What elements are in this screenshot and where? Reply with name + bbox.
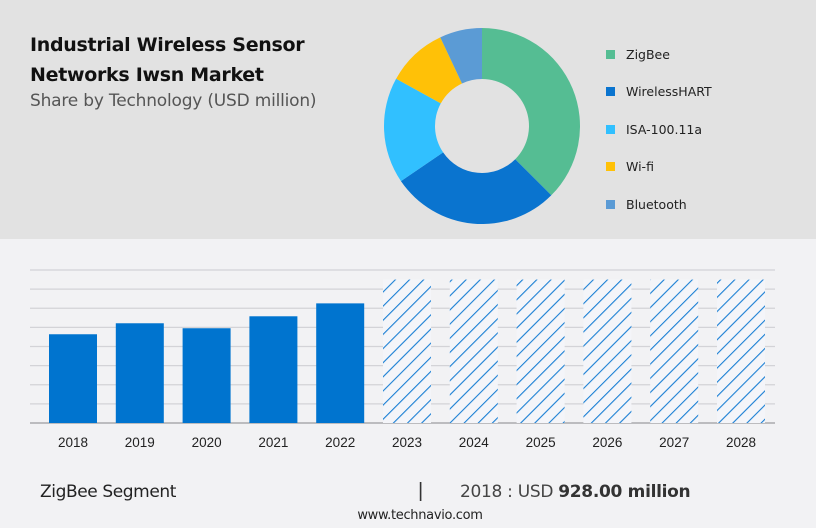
- segment-amount: 928.00 million: [558, 482, 691, 502]
- bar-2023-forecast: [383, 279, 431, 423]
- legend-item-isa-100-11a: ISA-100.11a: [606, 119, 712, 139]
- bar-2020: [182, 328, 231, 423]
- x-tick-label-2026: 2026: [592, 435, 622, 450]
- x-tick-label-2022: 2022: [325, 435, 355, 450]
- legend-swatch: [606, 124, 615, 134]
- x-tick-label-2028: 2028: [726, 435, 756, 450]
- summary-panel: Industrial Wireless Sensor Networks Iwsn…: [0, 0, 816, 239]
- bar-2024-forecast: [449, 279, 498, 423]
- title-line-1: Industrial Wireless Sensor: [30, 34, 305, 56]
- legend-swatch: [606, 199, 615, 209]
- bar-2026-forecast: [583, 279, 632, 423]
- legend-swatch: [606, 49, 615, 59]
- legend-item-zigbee: ZigBee: [606, 44, 712, 64]
- bar-2025-forecast: [516, 279, 565, 423]
- x-tick-label-2027: 2027: [659, 435, 689, 450]
- legend-label: Bluetooth: [626, 196, 687, 212]
- donut-legend: ZigBee WirelessHART ISA-100.11a Wi-fi Blueto…: [606, 44, 712, 232]
- bar-chart: 2018 2019 2020 2021 2022 2023 2024 2025 2026 2027…: [30, 269, 775, 450]
- legend-label: ISA-100.11a: [626, 121, 703, 137]
- bar-2022: [316, 303, 365, 423]
- bar-2021: [249, 316, 298, 423]
- bar-2027-forecast: [650, 279, 699, 423]
- x-tick-label-2018: 2018: [58, 435, 88, 450]
- legend-label: Wi-fi: [626, 159, 654, 174]
- bar-2019: [115, 323, 164, 423]
- bar-2018: [49, 334, 97, 423]
- x-tick-label-2021: 2021: [258, 435, 288, 450]
- x-tick-label-2023: 2023: [392, 435, 422, 450]
- legend-label: ZigBee: [626, 46, 670, 62]
- donut-slice-isa-100-11a: [384, 78, 444, 182]
- donut-slice-zigbee: [482, 28, 580, 196]
- x-tick-label-2024: 2024: [459, 435, 490, 450]
- segment-year: 2018 : USD: [460, 482, 554, 502]
- legend-item-bluetooth: Bluetooth: [606, 194, 712, 214]
- donut-slice-wi-fi: [396, 37, 462, 104]
- bars: [49, 279, 765, 423]
- chart-subtitle: Share by Technology (USD million): [30, 91, 317, 111]
- legend-item-wirelesshart: WirelessHART: [606, 82, 712, 102]
- x-tick-label-2019: 2019: [125, 435, 155, 450]
- segment-label: ZigBee Segment: [40, 482, 177, 502]
- donut-slice-bluetooth: [440, 28, 482, 84]
- footer-separator: |: [418, 480, 424, 502]
- website-link[interactable]: www.technavio.com: [357, 508, 483, 523]
- legend-item-wi-fi: Wi-fi: [606, 157, 712, 177]
- legend-swatch: [606, 162, 615, 171]
- chart-title: Industrial Wireless Sensor Networks Iwsn…: [30, 30, 305, 90]
- x-axis-labels: 2018 2019 2020 2021 2022 2023 2024 2025 2026 2027…: [58, 435, 756, 450]
- donut-chart: [384, 28, 580, 224]
- x-tick-label-2020: 2020: [192, 435, 222, 450]
- bar-2028-forecast: [717, 279, 765, 423]
- legend-label: WirelessHART: [626, 84, 712, 99]
- legend-swatch: [606, 87, 615, 96]
- title-line-2: Networks Iwsn Market: [30, 64, 264, 86]
- segment-value: 2018 : USD 928.00 million: [460, 482, 691, 502]
- x-tick-label-2025: 2025: [526, 435, 556, 450]
- donut-slice-wirelesshart: [400, 152, 552, 224]
